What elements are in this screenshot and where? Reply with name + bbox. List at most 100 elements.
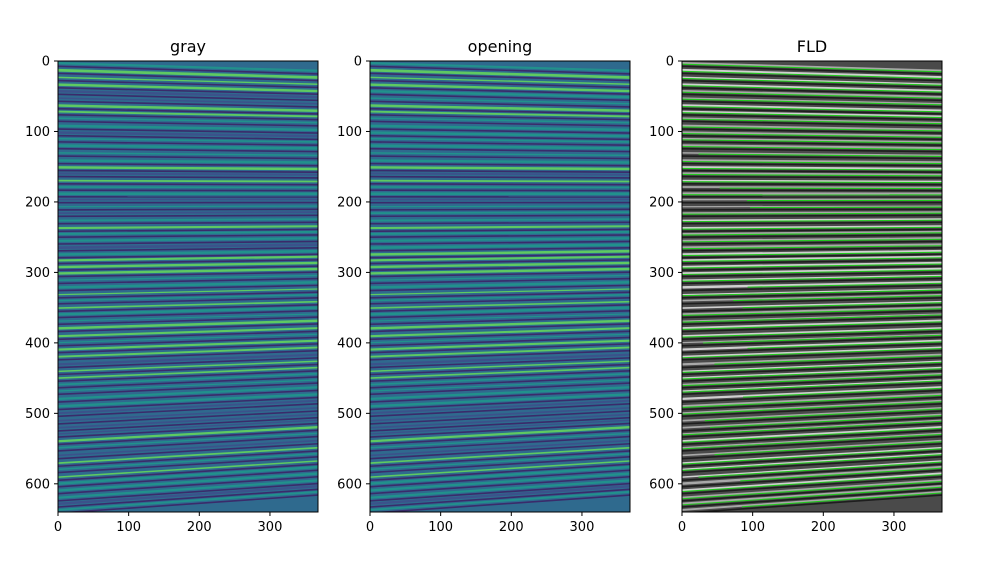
stripe-gap	[682, 100, 942, 108]
panel-title: FLD	[797, 37, 827, 56]
stripe-gap	[58, 403, 318, 418]
axes-frame	[57, 60, 319, 513]
stripe-gap	[370, 162, 630, 167]
stripe-gap	[58, 155, 318, 160]
x-tick-label: 100	[116, 520, 141, 535]
stripe-gap	[370, 482, 630, 502]
stripe-gap	[58, 442, 318, 460]
panel-opening: opening 0 100 200 300 0 100 200 300 400 500 600	[337, 37, 631, 535]
stripe-gap	[370, 343, 630, 354]
stripe-gap	[682, 247, 942, 252]
stripe	[58, 406, 318, 422]
detected-line	[682, 212, 942, 215]
stripe-gap	[370, 155, 630, 160]
stripe	[682, 413, 942, 429]
stripe	[58, 360, 318, 373]
stripe-gap	[370, 297, 630, 305]
stripe	[682, 225, 942, 230]
x-tick-label: 100	[428, 520, 453, 535]
stripe	[370, 179, 630, 183]
stripe-gap	[370, 336, 630, 347]
stripe-gap	[682, 271, 942, 278]
stripe	[370, 274, 630, 281]
stripe	[370, 218, 630, 222]
stripe-gap	[370, 65, 630, 75]
stripe-gap	[370, 183, 630, 186]
stripe	[682, 288, 942, 296]
stripe-gap	[682, 403, 942, 418]
stripe-gap	[682, 309, 942, 319]
stripe	[370, 419, 630, 435]
stripe-gap	[58, 488, 318, 508]
stripe-gap	[682, 253, 942, 259]
stripe	[370, 137, 630, 143]
stripe-gap	[58, 336, 318, 347]
stripe-gap	[682, 363, 942, 376]
stripe-gap	[682, 357, 942, 369]
detected-line	[682, 226, 942, 230]
stripe	[682, 399, 942, 415]
stripe	[370, 393, 630, 408]
stripe	[370, 159, 630, 164]
stripe-gap	[682, 214, 942, 218]
stripe-gap	[58, 330, 318, 341]
stripe	[682, 152, 942, 157]
stripe-gap	[370, 234, 630, 238]
stripe-gap	[682, 128, 942, 134]
detected-line	[682, 181, 942, 184]
stripe	[58, 179, 318, 183]
stripe-gap	[682, 382, 942, 396]
stripe	[370, 399, 630, 415]
detected-line	[682, 70, 942, 80]
stripe	[370, 237, 630, 242]
panel-gray: gray 0 100 200 300 0 100 200 300 400 500 600	[25, 37, 319, 535]
stripe	[682, 110, 942, 118]
detected-line	[682, 394, 942, 408]
stripe	[682, 452, 942, 471]
image-area	[370, 61, 630, 512]
stripe	[58, 419, 318, 435]
stripe	[370, 62, 630, 72]
y-tick-label: 600	[337, 477, 362, 492]
stripe	[370, 83, 630, 93]
stripe	[682, 179, 942, 183]
stripe-gap	[682, 323, 942, 333]
stripe	[370, 327, 630, 338]
stripe	[58, 313, 318, 322]
detected-line	[682, 314, 942, 323]
stripe	[370, 97, 630, 105]
stripe-gap	[682, 240, 942, 245]
stripe-gap	[370, 247, 630, 252]
detected-line	[682, 63, 942, 73]
stripe-gap	[682, 141, 942, 146]
detected-line	[741, 492, 942, 508]
stripe	[370, 452, 630, 471]
stripe	[58, 243, 318, 249]
y-tick-label: 200	[649, 195, 674, 210]
stripe	[58, 439, 318, 457]
stripe	[370, 280, 630, 289]
stripe	[370, 211, 630, 215]
stripe-gap	[58, 349, 318, 361]
detected-line	[703, 334, 942, 344]
detected-line	[682, 374, 942, 387]
stripe-gap	[682, 277, 942, 285]
stripe	[370, 152, 630, 157]
image-area	[682, 61, 942, 512]
stripe-gap	[682, 259, 942, 265]
y-tick-label: 600	[25, 477, 50, 492]
stripe	[682, 205, 942, 208]
detected-line	[682, 232, 942, 236]
stripe-gap	[58, 183, 318, 186]
stripe-gap	[370, 208, 630, 211]
stripe-gap	[682, 330, 942, 341]
stripe	[370, 89, 630, 99]
stripe	[58, 472, 318, 492]
detected-line	[682, 118, 942, 125]
detected-line	[682, 361, 942, 373]
stripe	[58, 465, 318, 485]
stripe-gap	[62, 494, 318, 512]
stripe	[58, 267, 318, 275]
stripe	[682, 339, 942, 351]
y-tick-label: 0	[354, 55, 362, 70]
